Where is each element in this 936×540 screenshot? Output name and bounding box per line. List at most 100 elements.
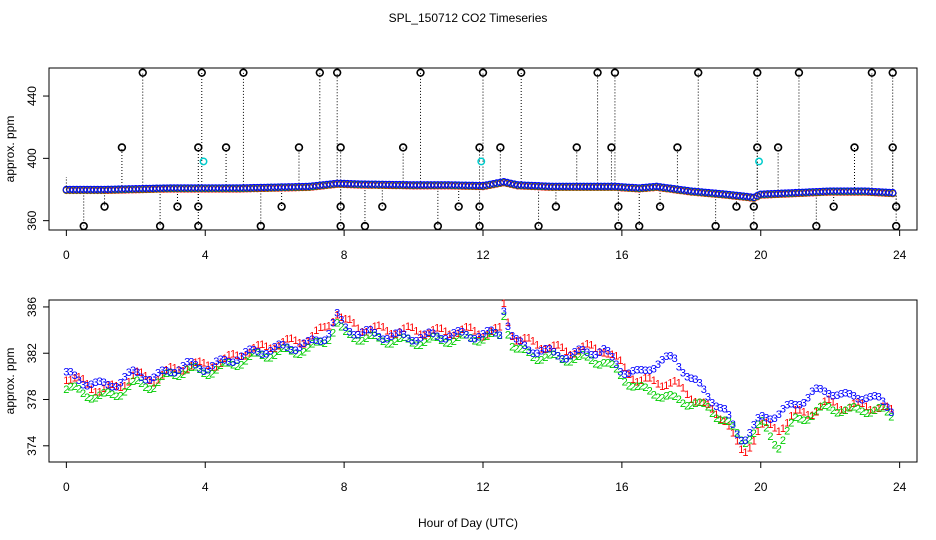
trace-point-blue [760,190,768,198]
series-3-point: 3 [255,347,261,359]
series-1-point: 1 [717,414,723,426]
series-1-point: 1 [76,372,82,384]
series-2-point: 2 [138,378,144,390]
series-1-point: 1 [863,401,869,413]
series-3-point: 3 [709,398,715,410]
trace-point-blue [69,185,78,194]
series-1-point: 1 [130,370,136,382]
trace-point-blue [260,183,268,192]
series-3-point: 3 [480,328,486,340]
trace-point-blue [468,181,477,190]
series-1-point: 1 [247,347,253,359]
trace-point-blue [80,185,88,194]
series-3-point: 3 [584,347,590,359]
trace-point-blue [434,181,442,189]
trace-point-blue [864,187,873,195]
series-1-point: 1 [859,398,865,410]
trace-point-blue [593,182,602,191]
series-1-point: 1 [588,340,594,352]
series-2-point: 2 [292,348,298,360]
series-3-point: 3 [713,401,719,413]
series-3-point: 3 [663,351,669,363]
series-1-point: 1 [480,331,486,343]
trace-point-blue [687,187,696,195]
series-2-point: 2 [276,346,282,358]
series-1-point: 1 [476,329,482,341]
series-2-point: 2 [188,362,194,374]
series-2-point: 2 [176,371,182,383]
series-3-point: 3 [592,350,598,362]
series-3-point: 3 [588,350,594,362]
trace-point-blue [149,184,157,193]
trace-point-blue [875,188,883,196]
series-3-point: 3 [605,346,611,358]
trace-point-blue [239,184,248,192]
series-3-point: 3 [780,403,786,415]
trace-point-blue [888,188,897,197]
series-3-point: 3 [763,413,769,425]
series-1-point: 1 [688,394,694,406]
flag-point [378,202,387,211]
series-1-point: 1 [167,362,173,374]
series-1-point: 1 [534,340,540,352]
series-1-point: 1 [734,436,740,448]
series-3-point: 3 [80,379,86,391]
series-3-point: 3 [497,330,503,342]
trace-point-blue [628,183,636,192]
series-1-point: 1 [667,377,673,389]
trace-point-blue [680,186,689,194]
series-2-point: 2 [434,332,440,344]
x-tick-label: 16 [615,248,629,262]
trace-point-blue [253,183,262,192]
trace-point-blue [600,182,609,191]
series-1-point: 1 [888,403,894,415]
trace-point-blue [736,192,744,200]
series-3-point: 3 [626,368,632,380]
series-2-point: 2 [380,336,386,348]
series-1-point: 1 [830,397,836,409]
flag-point [478,68,488,77]
series-1-point: 1 [605,349,611,361]
series-3-point: 3 [613,359,619,371]
trace-point-blue [333,179,341,187]
flag-point [475,202,484,211]
series-1-point: 1 [380,322,386,334]
series-2-point: 2 [759,415,765,427]
series-2-point: 2 [522,344,528,356]
series-3-point: 3 [367,325,373,337]
trace-point-blue [270,183,279,191]
series-2-point: 2 [338,322,344,334]
series-3-point: 3 [617,366,623,378]
series-2-point: 2 [847,402,853,414]
series-1-point: 1 [88,384,94,396]
series-2-point: 2 [855,403,861,415]
series-3-point: 3 [676,361,682,373]
series-3-point: 3 [422,329,428,341]
series-3-point: 3 [222,355,228,367]
trace-point-blue [795,188,803,197]
trace-point-blue [198,184,206,192]
series-2-point: 2 [863,408,869,420]
series-1-point: 1 [213,361,219,373]
series-1-point: 1 [838,405,844,417]
series-1-point: 1 [834,401,840,413]
trace-point-blue [76,185,84,194]
series-2-point: 2 [97,390,103,402]
series-2-point: 2 [767,431,773,443]
series-2-point: 2 [509,341,515,353]
series-2-point: 2 [480,334,486,346]
flag-point [891,221,901,231]
trace-point-blue [885,188,893,197]
series-3-point: 3 [238,351,244,363]
series-2-point: 2 [409,337,415,349]
series-3-point: 3 [522,340,528,352]
series-1-point: 1 [613,351,619,363]
series-2-point: 2 [488,328,494,340]
series-1-point: 1 [822,396,828,408]
series-2-point: 2 [638,381,644,393]
series-3-point: 3 [372,328,378,340]
series-1-point: 1 [313,325,319,337]
flag-point [850,143,859,152]
series-2-point: 2 [422,337,428,349]
trace-point-blue [715,189,723,198]
